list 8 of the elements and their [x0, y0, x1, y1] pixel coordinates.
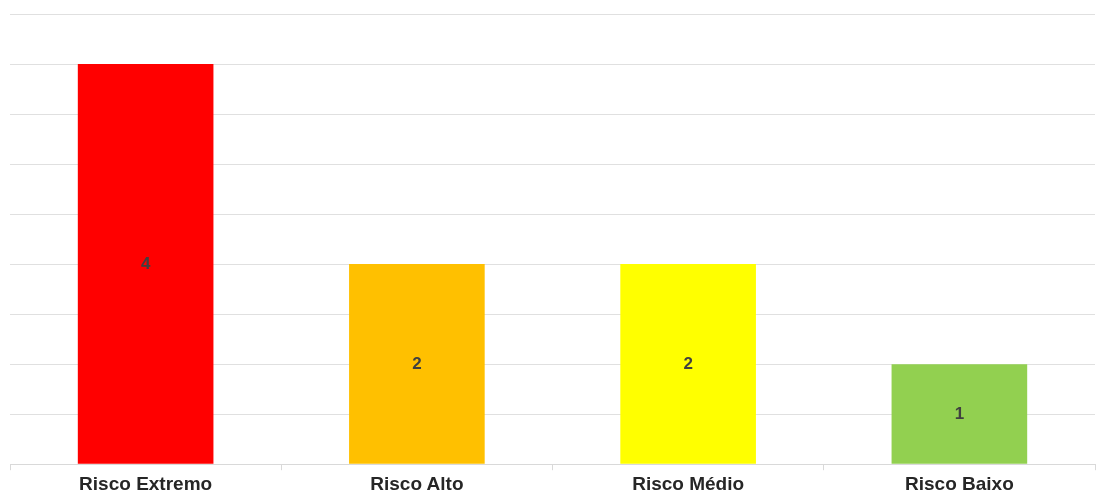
data-label: 2: [412, 353, 422, 373]
data-label: 2: [683, 353, 693, 373]
x-tick-label: Risco Baixo: [904, 472, 1014, 494]
x-tick-label: Risco Alto: [370, 472, 464, 494]
data-label: 4: [140, 253, 151, 273]
x-tick-label: Risco Médio: [632, 472, 745, 494]
data-label: 1: [954, 403, 965, 423]
x-tick-label: Risco Extremo: [79, 472, 213, 494]
